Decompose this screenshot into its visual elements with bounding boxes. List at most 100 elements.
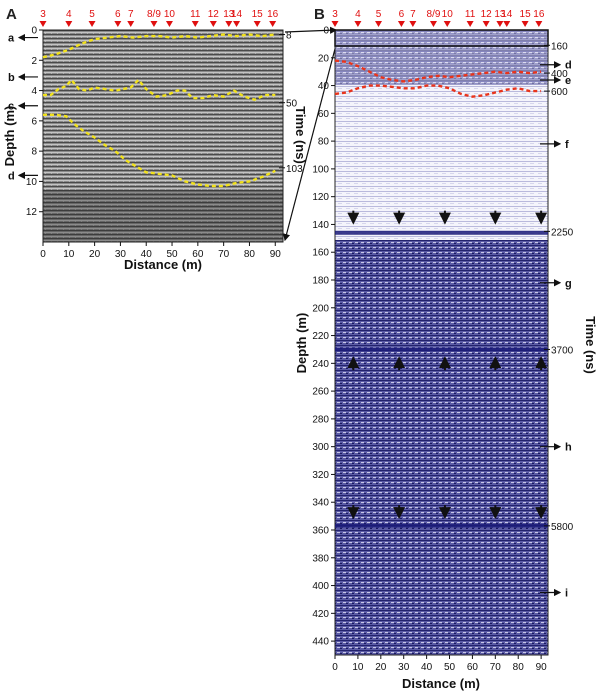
panel-b-arrows: [347, 210, 548, 520]
top-marker-label: 7: [410, 9, 416, 20]
top-marker-label: 10: [442, 9, 454, 20]
strong-reflector: [335, 523, 548, 528]
panel-b-zone-middle: [335, 145, 548, 240]
top-marker-label: 8/9: [147, 9, 161, 20]
y-tick-label: 220: [312, 331, 329, 342]
top-marker-label: 13: [223, 9, 235, 20]
top-marker-triangle: [65, 21, 73, 27]
x-tick-label: 90: [536, 662, 548, 673]
x-tick-label: 40: [421, 662, 433, 673]
top-marker-triangle: [233, 21, 241, 27]
y-tick-label: 0: [323, 26, 329, 37]
top-marker-triangle: [521, 21, 529, 27]
panel-b-time-labels: 160 400 600 2250 3700 5800: [544, 41, 574, 533]
y-tick-label: 4: [31, 86, 37, 97]
y-tick-label: 240: [312, 359, 329, 370]
strong-reflector: [335, 347, 548, 352]
y-tick-label: 8: [31, 147, 37, 158]
top-marker-triangle: [397, 21, 405, 27]
panel-b-zone-top-dark: [335, 30, 548, 85]
panel-a-layer-labels: a b c d: [8, 33, 38, 182]
panel-b-ylabel: Depth (m): [294, 313, 309, 374]
strong-reflector: [335, 230, 548, 235]
time-label: 400: [551, 69, 568, 80]
top-marker-triangle: [127, 21, 135, 27]
x-tick-label: 10: [352, 662, 364, 673]
top-marker-label: 15: [252, 9, 264, 20]
x-tick-label: 80: [244, 249, 256, 260]
top-marker-label: 16: [267, 9, 279, 20]
time-label: 5800: [551, 522, 574, 533]
top-marker-triangle: [503, 21, 511, 27]
top-marker-label: 15: [520, 9, 532, 20]
top-marker-triangle: [496, 21, 504, 27]
top-marker-label: 4: [355, 9, 361, 20]
panel-b-zoom-box: [334, 29, 549, 47]
panel-b-layer-labels: de f g h i: [540, 60, 572, 600]
layer-label: f: [565, 139, 569, 151]
top-marker-label: 5: [89, 9, 95, 20]
horizon-line: [334, 84, 542, 98]
x-tick-label: 80: [513, 662, 525, 673]
y-tick-label: 10: [26, 177, 38, 188]
y-tick-label: 400: [312, 581, 329, 592]
panel-a-xlabel: Distance (m): [124, 257, 202, 272]
x-tick-label: 0: [40, 249, 46, 260]
top-marker-label: 12: [208, 9, 220, 20]
top-marker-label: 10: [164, 9, 176, 20]
top-marker-triangle: [114, 21, 122, 27]
y-tick-label: 0: [31, 26, 37, 37]
x-tick-label: 50: [166, 249, 178, 260]
y-tick-label: 340: [312, 498, 329, 509]
top-marker-triangle: [443, 21, 451, 27]
y-tick-label: 440: [312, 637, 329, 648]
top-marker-label: 13: [494, 9, 506, 20]
panel-a-horizons: [42, 33, 276, 188]
y-tick-label: 360: [312, 526, 329, 537]
time-label: 2250: [551, 227, 574, 238]
top-marker-triangle: [375, 21, 383, 27]
x-tick-label: 60: [192, 249, 204, 260]
top-marker-triangle: [39, 21, 47, 27]
top-marker-triangle: [535, 21, 543, 27]
top-marker-label: 6: [115, 9, 121, 20]
layer-label: d: [8, 170, 15, 182]
top-marker-label: 14: [231, 9, 243, 20]
top-marker-triangle: [354, 21, 362, 27]
x-tick-label: 90: [270, 249, 282, 260]
panel-b-reflectors: [335, 230, 548, 528]
top-marker-label: 11: [465, 9, 476, 20]
y-tick-label: 12: [26, 207, 38, 218]
panel-b-y2label: Time (ns): [583, 316, 598, 374]
top-marker-label: 7: [128, 9, 134, 20]
top-marker-label: 16: [533, 9, 545, 20]
y-tick-label: 200: [312, 303, 329, 314]
time-label: 600: [551, 87, 568, 98]
y-tick-label: 140: [312, 220, 329, 231]
top-marker-label: 11: [190, 9, 201, 20]
top-marker-triangle: [269, 21, 277, 27]
y-tick-label: 100: [312, 164, 329, 175]
top-marker-triangle: [482, 21, 490, 27]
y-tick-label: 60: [318, 109, 330, 120]
top-marker-triangle: [191, 21, 199, 27]
y-tick-label: 380: [312, 553, 329, 564]
top-marker-label: 3: [332, 9, 338, 20]
y-tick-label: 160: [312, 248, 329, 259]
top-marker-triangle: [150, 21, 158, 27]
panel-a-y2label: Time (ns): [293, 106, 308, 164]
x-tick-label: 0: [332, 662, 338, 673]
top-marker-triangle: [165, 21, 173, 27]
x-tick-label: 50: [444, 662, 456, 673]
panel-b-label: B: [314, 6, 325, 23]
time-label: 8: [286, 31, 292, 42]
x-tick-label: 20: [89, 249, 101, 260]
panel-b-xlabel: Distance (m): [402, 676, 480, 691]
y-tick-label: 80: [318, 137, 330, 148]
top-marker-label: 5: [376, 9, 382, 20]
panel-b-y-ticks: 0 20 40 60 80 100 120 140 160 180 200 220 240 260 280 3…: [312, 26, 335, 648]
top-marker-label: 3: [40, 9, 46, 20]
